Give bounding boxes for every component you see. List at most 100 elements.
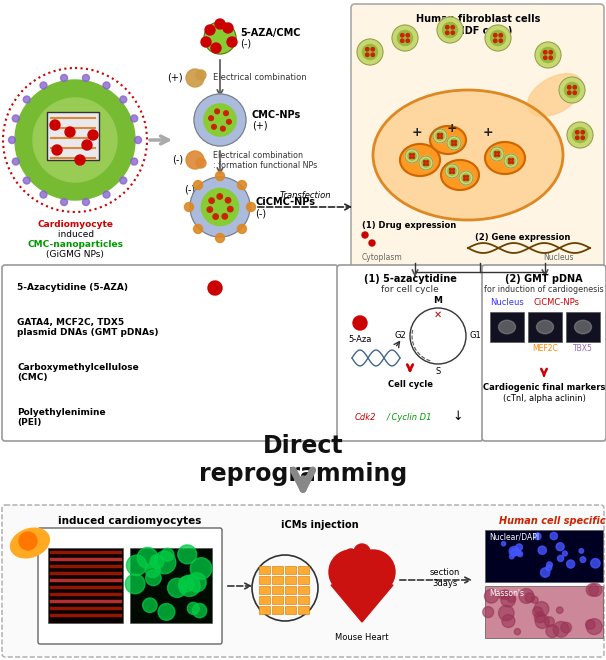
FancyBboxPatch shape xyxy=(298,586,309,594)
Circle shape xyxy=(190,558,212,579)
Circle shape xyxy=(447,136,461,150)
Circle shape xyxy=(511,548,518,556)
Circle shape xyxy=(504,154,518,168)
Circle shape xyxy=(541,48,556,63)
Circle shape xyxy=(33,98,117,182)
Circle shape xyxy=(451,26,454,29)
Circle shape xyxy=(238,224,247,234)
Ellipse shape xyxy=(499,320,516,334)
Text: : formation functional NPs: : formation functional NPs xyxy=(213,160,318,170)
Circle shape xyxy=(204,22,236,54)
Circle shape xyxy=(485,25,511,51)
Text: Cytoplasm: Cytoplasm xyxy=(362,253,403,261)
Circle shape xyxy=(508,158,510,160)
Circle shape xyxy=(498,591,507,599)
Circle shape xyxy=(567,560,574,568)
FancyBboxPatch shape xyxy=(285,596,296,604)
FancyBboxPatch shape xyxy=(566,312,600,342)
Circle shape xyxy=(158,603,175,620)
Text: CiCMC-NPs: CiCMC-NPs xyxy=(255,197,315,207)
Text: Mouse Heart: Mouse Heart xyxy=(335,633,389,642)
Circle shape xyxy=(371,53,375,57)
Circle shape xyxy=(580,557,586,562)
Circle shape xyxy=(209,198,215,203)
Circle shape xyxy=(371,48,375,51)
Text: GATA4, MCF2C, TDX5
plasmid DNAs (GMT pDNAs): GATA4, MCF2C, TDX5 plasmid DNAs (GMT pDN… xyxy=(17,318,159,337)
Circle shape xyxy=(40,82,47,89)
Text: (-): (-) xyxy=(255,208,266,218)
Circle shape xyxy=(467,176,468,178)
Circle shape xyxy=(150,554,164,569)
Circle shape xyxy=(464,176,465,178)
Circle shape xyxy=(448,167,456,175)
FancyBboxPatch shape xyxy=(528,312,562,342)
Circle shape xyxy=(547,562,552,568)
Ellipse shape xyxy=(528,74,582,116)
FancyBboxPatch shape xyxy=(490,312,524,342)
Circle shape xyxy=(187,603,199,614)
Ellipse shape xyxy=(441,160,479,190)
Circle shape xyxy=(445,31,449,34)
Text: for induction of cardiogenesis: for induction of cardiogenesis xyxy=(484,285,604,294)
Text: 5-AZA/CMC: 5-AZA/CMC xyxy=(240,28,301,38)
Text: (2) Gene expression: (2) Gene expression xyxy=(475,232,570,242)
Circle shape xyxy=(511,158,513,160)
Circle shape xyxy=(215,109,219,114)
Text: iCMs injection: iCMs injection xyxy=(281,520,359,530)
Circle shape xyxy=(178,545,197,564)
Circle shape xyxy=(19,532,37,550)
Circle shape xyxy=(205,25,215,35)
Circle shape xyxy=(127,555,147,576)
Circle shape xyxy=(227,119,231,124)
Circle shape xyxy=(586,618,602,634)
Text: (-): (-) xyxy=(240,38,251,48)
Circle shape xyxy=(208,116,213,121)
Text: 3days: 3days xyxy=(432,579,458,588)
Circle shape xyxy=(351,550,395,594)
Circle shape xyxy=(406,34,410,37)
Text: Nucleus: Nucleus xyxy=(543,253,573,261)
Circle shape xyxy=(365,48,369,51)
Circle shape xyxy=(576,131,579,134)
FancyBboxPatch shape xyxy=(298,566,309,574)
Circle shape xyxy=(82,199,90,205)
Text: / Cyclin D1: / Cyclin D1 xyxy=(387,413,433,422)
Circle shape xyxy=(221,126,225,131)
FancyBboxPatch shape xyxy=(285,606,296,614)
Circle shape xyxy=(137,547,158,568)
Circle shape xyxy=(201,188,239,226)
Text: GATA4: GATA4 xyxy=(494,344,519,353)
Circle shape xyxy=(196,70,206,80)
Circle shape xyxy=(525,593,534,603)
Circle shape xyxy=(508,162,510,164)
FancyBboxPatch shape xyxy=(482,265,606,441)
Text: Direct
reprogramming: Direct reprogramming xyxy=(199,434,407,486)
FancyBboxPatch shape xyxy=(259,576,270,584)
Text: Cardiomyocyte: Cardiomyocyte xyxy=(37,220,113,229)
Circle shape xyxy=(493,39,497,42)
Circle shape xyxy=(483,607,494,618)
Circle shape xyxy=(161,548,174,561)
Circle shape xyxy=(410,154,411,155)
FancyBboxPatch shape xyxy=(38,528,222,644)
Text: (-): (-) xyxy=(184,185,195,195)
FancyBboxPatch shape xyxy=(259,606,270,614)
Text: ✕: ✕ xyxy=(434,310,442,320)
Text: Transfection: Transfection xyxy=(279,191,331,200)
FancyBboxPatch shape xyxy=(351,4,604,267)
Circle shape xyxy=(131,115,138,122)
Circle shape xyxy=(196,158,206,168)
Circle shape xyxy=(103,82,110,89)
Circle shape xyxy=(184,203,193,211)
Circle shape xyxy=(247,203,256,211)
Circle shape xyxy=(451,144,453,145)
Circle shape xyxy=(405,149,419,163)
Circle shape xyxy=(501,592,516,607)
Circle shape xyxy=(561,622,571,633)
Circle shape xyxy=(490,30,505,46)
Circle shape xyxy=(225,197,231,203)
Circle shape xyxy=(120,177,127,184)
Circle shape xyxy=(567,122,593,148)
FancyBboxPatch shape xyxy=(272,586,283,594)
Circle shape xyxy=(549,56,553,59)
